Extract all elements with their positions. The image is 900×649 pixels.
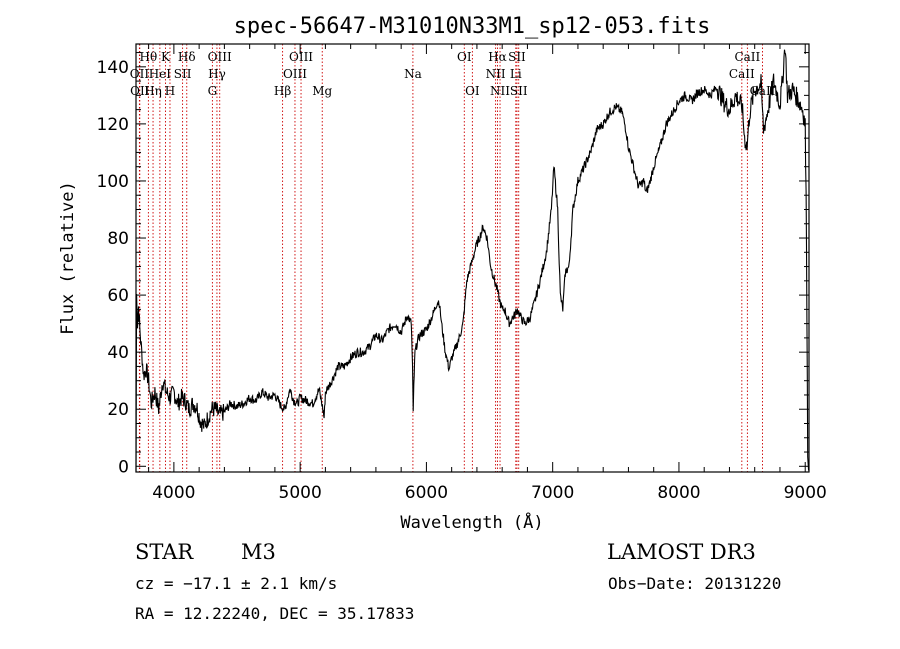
flux-series-line: [135, 49, 810, 473]
spectral-line-label: SII: [508, 50, 526, 64]
x-tick-label: 5000: [279, 483, 322, 503]
spectral-line-label: OIII: [289, 50, 313, 64]
spectral-line-label: OI: [465, 84, 480, 98]
spectral-line-label: NII: [490, 84, 510, 98]
y-tick-label: 120: [97, 115, 129, 135]
spectral-line-label: Hθ: [140, 50, 158, 64]
spectral-line-label: Li: [510, 67, 522, 81]
spectral-line-label: OII: [130, 84, 150, 98]
spectral-line-label: SII: [510, 84, 528, 98]
coordinates: RA = 12.22240, DEC = 35.17833: [135, 604, 415, 623]
spectral-line-label: G: [208, 84, 218, 98]
spectral-line-label: OIII: [283, 67, 307, 81]
x-tick-label: 4000: [152, 483, 195, 503]
axis-ticks: 4000 5000 6000 7000 8000 9000 0 20 40 60 80 100 120 1…: [97, 44, 827, 503]
x-tick-label: 6000: [405, 483, 448, 503]
y-tick-label: 40: [107, 343, 129, 363]
spectral-line-label: OI: [457, 50, 472, 64]
spectral-line-label: K: [161, 50, 171, 64]
y-tick-label: 20: [107, 400, 129, 420]
x-tick-label: 7000: [531, 483, 574, 503]
spectral-line-label: HeI: [149, 67, 172, 81]
y-tick-label: 60: [107, 286, 129, 306]
object-class: STAR: [135, 540, 194, 564]
x-tick-label: 9000: [784, 483, 827, 503]
spectral-line-label: H: [165, 84, 175, 98]
plot-frame: [135, 43, 810, 473]
observation-date: Obs−Date: 20131220: [608, 574, 782, 593]
spectral-line-label: Hη: [144, 84, 162, 98]
spectral-line-label: Hγ: [208, 67, 226, 81]
chart-title: spec-56647-M31010N33M1_sp12-053.fits: [234, 14, 711, 39]
y-axis-label: Flux (relative): [58, 181, 78, 335]
y-tick-label: 0: [118, 457, 129, 477]
redshift-velocity: cz = −17.1 ± 2.1 km/s: [135, 574, 338, 593]
spectral-line-label: Hδ: [178, 50, 196, 64]
spectral-line-label: CaII: [729, 67, 755, 81]
spectral-line-label: Hβ: [274, 84, 291, 98]
spectral-line-label: Hα: [488, 50, 507, 64]
y-tick-label: 100: [97, 172, 129, 192]
spectral-line-label: OII: [130, 67, 150, 81]
spectral-line-label: OIII: [208, 50, 232, 64]
spectral-line-label: Na: [404, 67, 422, 81]
spectral-line-label: CaII: [734, 50, 760, 64]
survey-name: LAMOST DR3: [607, 540, 756, 564]
y-tick-label: 140: [97, 58, 129, 78]
x-axis-label: Wavelength (Å): [400, 511, 543, 533]
y-tick-label: 80: [107, 229, 129, 249]
spectral-line-label: NII: [486, 67, 506, 81]
spectral-line-label: SII: [174, 67, 192, 81]
object-subclass: M3: [241, 540, 276, 564]
spectral-line-markers: [138, 44, 763, 472]
spectral-line-label: Mg: [312, 84, 332, 98]
x-tick-label: 8000: [657, 483, 700, 503]
